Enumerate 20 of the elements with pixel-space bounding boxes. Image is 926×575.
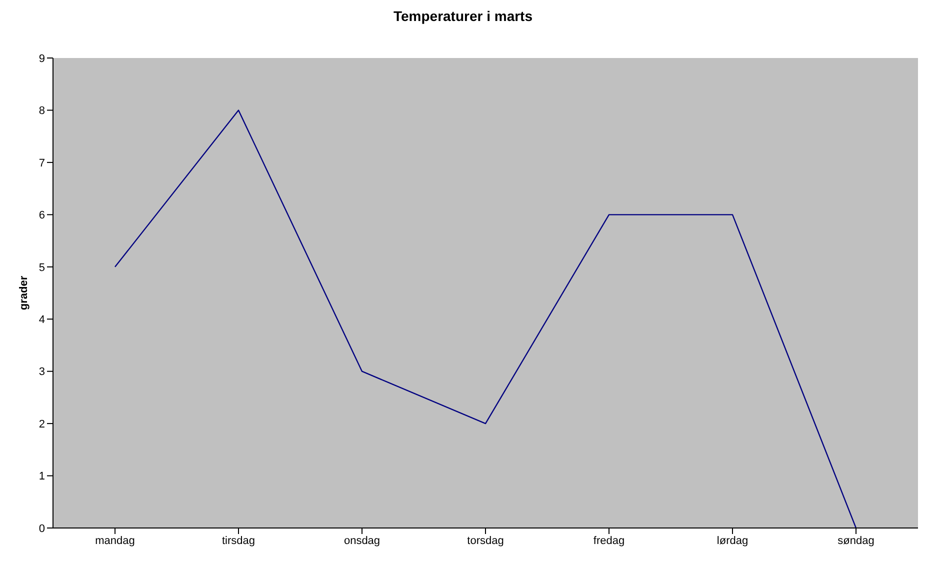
- y-tick-label: 2: [38, 418, 45, 430]
- y-axis-title: grader: [18, 275, 30, 310]
- x-tick-label: tirsdag: [222, 534, 256, 547]
- x-tick-label: torsdag: [467, 534, 504, 547]
- y-tick-label: 0: [38, 522, 45, 535]
- x-tick-label: onsdag: [344, 534, 380, 547]
- y-tick-label: 8: [38, 105, 45, 118]
- x-tick-label: mandag: [95, 534, 135, 547]
- y-tick-label: 3: [38, 366, 45, 378]
- x-tick-label: lørdag: [716, 534, 748, 547]
- y-tick-label: 7: [38, 157, 45, 170]
- y-tick-label: 1: [38, 470, 45, 483]
- y-tick-label: 5: [38, 262, 45, 274]
- x-tick-label: fredag: [593, 534, 625, 547]
- y-tick-label: 9: [38, 52, 45, 65]
- x-tick-label: søndag: [838, 534, 874, 547]
- y-tick-label: 6: [38, 210, 45, 222]
- y-tick-label: 4: [38, 314, 45, 326]
- line-series: [114, 110, 857, 528]
- chart-title: Temperaturer i marts: [392, 8, 534, 26]
